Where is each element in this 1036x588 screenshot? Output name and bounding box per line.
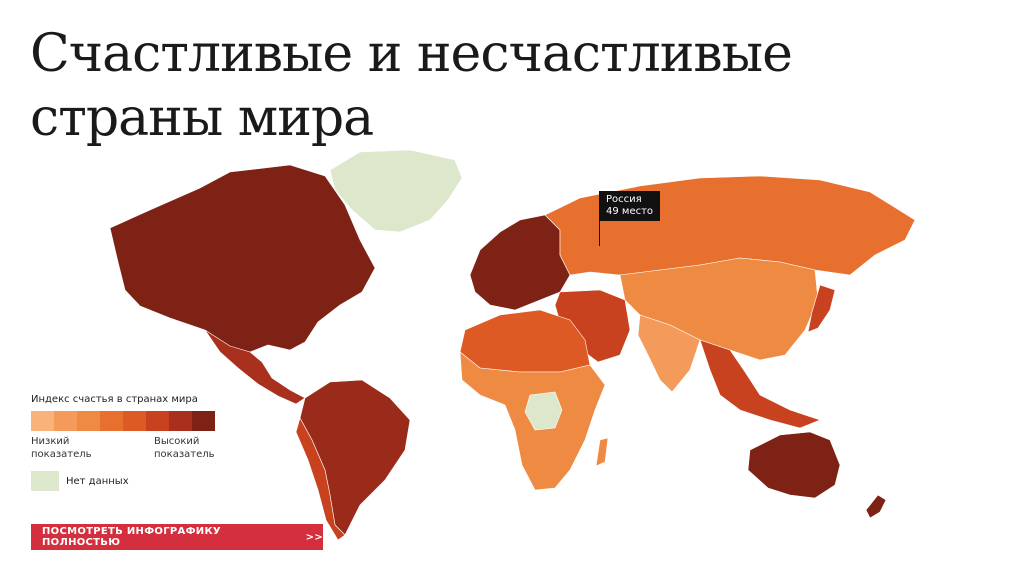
- region-japan: [807, 284, 836, 333]
- legend-swatch-3: [77, 411, 100, 431]
- region-south-asia: [637, 314, 701, 393]
- legend-swatch-6: [146, 411, 169, 431]
- page-title: Счастливые и несчастливые страны мира: [30, 24, 793, 148]
- legend-swatch-2: [54, 411, 77, 431]
- region-new-zealand: [865, 494, 887, 519]
- legend-no-data-swatch: [31, 471, 59, 491]
- legend-swatch-8: [192, 411, 215, 431]
- region-africa-nodata: [524, 391, 563, 431]
- legend-high-label: Высокий показатель: [154, 436, 215, 460]
- legend-title: Индекс счастья в странах мира: [31, 394, 198, 405]
- callout-country: Россия: [606, 194, 642, 205]
- region-europe: [469, 214, 571, 311]
- legend-swatch-4: [100, 411, 123, 431]
- callout-pointer: [599, 221, 600, 246]
- view-full-infographic-button[interactable]: ПОСМОТРЕТЬ ИНФОГРАФИКУ ПОЛНОСТЬЮ >>: [31, 524, 323, 550]
- double-arrow-icon: >>: [305, 531, 323, 543]
- legend-swatch-1: [31, 411, 54, 431]
- region-australia: [747, 431, 841, 499]
- region-south-america-west: [295, 417, 346, 541]
- region-greenland: [329, 149, 463, 233]
- legend-swatch-7: [169, 411, 192, 431]
- region-middle-east: [554, 289, 631, 363]
- legend-low-label: Низкий показатель: [31, 436, 92, 460]
- region-north-america: [109, 164, 376, 353]
- russia-callout: Россия 49 место: [599, 191, 661, 221]
- legend-no-data-label: Нет данных: [66, 476, 129, 487]
- region-madagascar: [595, 437, 609, 467]
- callout-rank: 49 место: [606, 206, 654, 217]
- legend-swatch-5: [123, 411, 146, 431]
- legend-color-scale: [31, 411, 215, 431]
- cta-label: ПОСМОТРЕТЬ ИНФОГРАФИКУ ПОЛНОСТЬЮ: [42, 526, 221, 548]
- region-southeast-asia: [699, 339, 821, 429]
